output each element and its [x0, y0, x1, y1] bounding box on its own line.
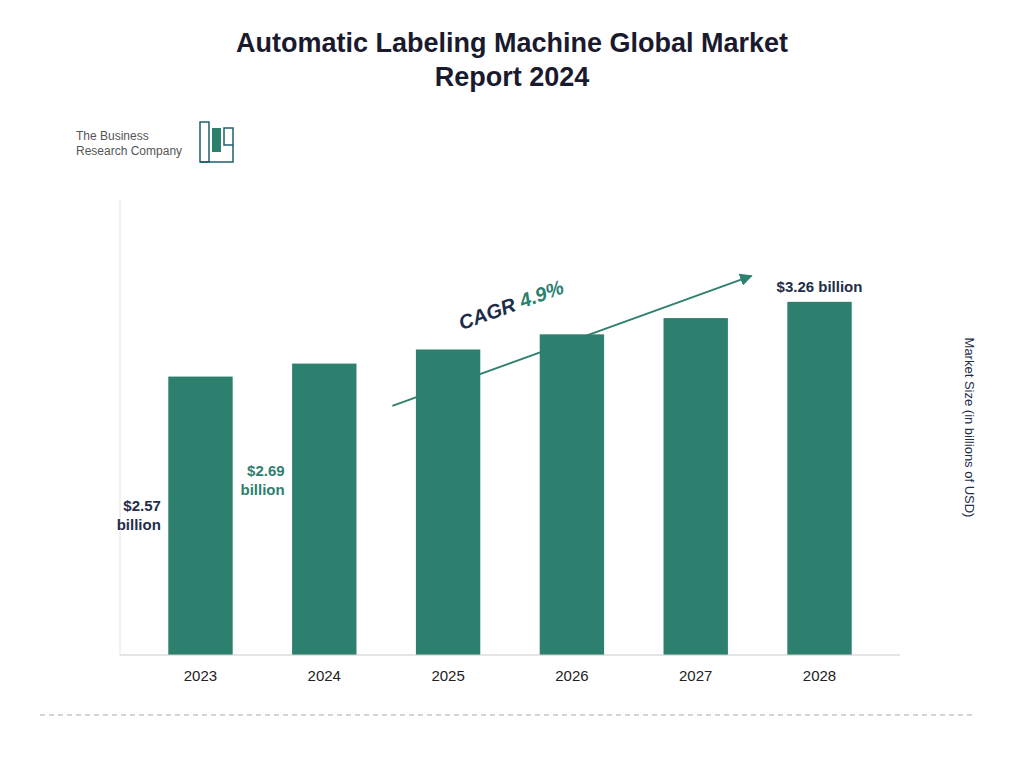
bar: [292, 364, 356, 655]
bars: [168, 302, 851, 655]
value-label: $2.57 billion: [117, 497, 161, 533]
bar: [168, 377, 232, 655]
y-axis-line: [120, 200, 121, 655]
logo-line: [200, 145, 233, 162]
x-tick-label: 2026: [555, 667, 588, 684]
logo-icon: [200, 122, 233, 162]
text-line: $3.26 billion: [777, 278, 863, 295]
x-axis-line: [120, 654, 900, 655]
bar: [664, 318, 728, 655]
text-line: Automatic Labeling Machine Global Market: [236, 28, 788, 58]
title: Automatic Labeling Machine Global Market…: [236, 28, 788, 92]
logo-text: The BusinessResearch Company: [76, 129, 182, 158]
bar: [540, 334, 604, 655]
bar: [787, 302, 851, 655]
logo-bar: [212, 128, 221, 152]
text-line: $2.57: [123, 497, 161, 514]
x-tick-label: 2027: [679, 667, 712, 684]
bar: [416, 350, 480, 656]
x-tick-label: 2024: [308, 667, 341, 684]
text-line: Research Company: [76, 144, 182, 158]
logo-bar: [200, 122, 209, 162]
value-label: $3.26 billion: [777, 278, 863, 295]
cagr-arrow: [392, 276, 751, 406]
cagr-label: CAGR 4.9%: [456, 276, 567, 334]
chart: Automatic Labeling Machine Global Market…: [0, 0, 1024, 768]
cagr-word: CAGR: [456, 291, 524, 334]
y-axis-label: Market Size (in billions of USD): [962, 338, 977, 518]
x-tick-label: 2028: [803, 667, 836, 684]
logo-bar: [224, 128, 233, 145]
dashed-line: [40, 715, 975, 716]
text-line: Report 2024: [435, 62, 590, 92]
cagr-value: 4.9%: [515, 276, 566, 313]
text-line: billion: [117, 516, 161, 533]
text-line: The Business: [76, 129, 149, 143]
x-tick-label: 2023: [184, 667, 217, 684]
background: [0, 0, 1024, 768]
text-line: billion: [240, 481, 284, 498]
x-tick-label: 2025: [431, 667, 464, 684]
value-label: $2.69 billion: [240, 462, 284, 498]
text-line: $2.69: [247, 462, 285, 479]
